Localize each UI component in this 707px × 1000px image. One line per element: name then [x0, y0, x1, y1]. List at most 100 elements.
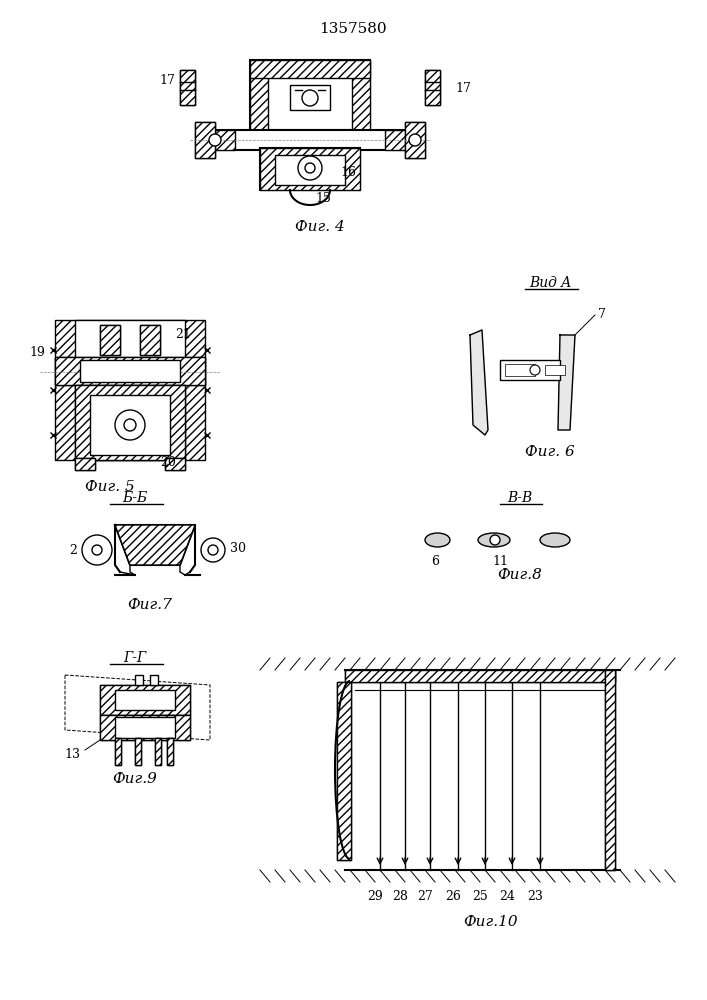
Bar: [75, 385, 185, 460]
Circle shape: [302, 90, 318, 106]
Bar: [500, 360, 560, 380]
Text: Фиг. 4: Фиг. 4: [295, 220, 345, 234]
Polygon shape: [65, 675, 210, 740]
Bar: [100, 325, 120, 355]
Bar: [75, 385, 185, 460]
Bar: [155, 738, 161, 765]
Text: 24: 24: [499, 890, 515, 903]
Bar: [405, 122, 425, 158]
Text: 17: 17: [455, 82, 471, 95]
Text: Фиг.10: Фиг.10: [462, 915, 518, 929]
Bar: [155, 738, 161, 765]
Bar: [505, 364, 535, 376]
Bar: [260, 148, 360, 190]
Text: В-В: В-В: [508, 491, 532, 505]
Polygon shape: [115, 525, 195, 565]
Polygon shape: [558, 335, 575, 430]
Text: Фиг. 6: Фиг. 6: [525, 445, 575, 459]
Bar: [337, 682, 351, 860]
Text: Г-Г: Г-Г: [124, 651, 146, 665]
Circle shape: [115, 410, 145, 440]
Bar: [150, 675, 158, 685]
Bar: [180, 70, 195, 105]
Bar: [345, 670, 615, 682]
Text: Фиг.9: Фиг.9: [112, 772, 158, 786]
Circle shape: [208, 545, 218, 555]
Text: Б-Б: Б-Б: [122, 491, 148, 505]
Bar: [135, 738, 141, 765]
Text: 15: 15: [315, 192, 331, 205]
Text: Фиг.8: Фиг.8: [498, 568, 542, 582]
Bar: [167, 738, 173, 765]
Text: 17: 17: [159, 74, 175, 87]
Bar: [115, 717, 175, 738]
Circle shape: [409, 134, 421, 146]
Text: 30: 30: [230, 542, 246, 554]
Text: 19: 19: [29, 346, 45, 359]
Circle shape: [124, 419, 136, 431]
Text: Фиг. 5: Фиг. 5: [85, 480, 135, 494]
Bar: [165, 458, 185, 470]
Bar: [135, 675, 143, 685]
Text: 20: 20: [160, 456, 176, 468]
Text: 11: 11: [492, 555, 508, 568]
Bar: [115, 738, 121, 765]
Text: 6: 6: [431, 555, 439, 568]
Bar: [140, 325, 160, 355]
Bar: [385, 130, 410, 150]
Bar: [55, 357, 205, 385]
Text: 23: 23: [527, 890, 543, 903]
Bar: [605, 670, 615, 870]
Circle shape: [305, 163, 315, 173]
Bar: [115, 738, 121, 765]
Text: 26: 26: [445, 890, 461, 903]
Text: 21: 21: [175, 328, 191, 342]
Bar: [210, 130, 235, 150]
Bar: [275, 155, 345, 185]
Bar: [195, 122, 215, 158]
Circle shape: [82, 535, 112, 565]
Bar: [140, 325, 160, 355]
Bar: [352, 60, 370, 130]
Text: 16: 16: [340, 165, 356, 178]
Text: 7: 7: [598, 308, 606, 320]
Circle shape: [92, 545, 102, 555]
Bar: [80, 360, 180, 382]
Text: 27: 27: [417, 890, 433, 903]
Text: Вид A: Вид A: [529, 276, 571, 290]
Circle shape: [298, 156, 322, 180]
Bar: [75, 458, 95, 470]
Bar: [100, 685, 190, 715]
Bar: [345, 670, 615, 682]
Bar: [290, 85, 330, 110]
Circle shape: [490, 535, 500, 545]
Bar: [337, 682, 351, 860]
Bar: [100, 685, 190, 715]
Ellipse shape: [478, 533, 510, 547]
Bar: [100, 715, 190, 740]
Bar: [165, 458, 185, 470]
Bar: [195, 122, 215, 158]
Text: 1357580: 1357580: [319, 22, 387, 36]
Text: 28: 28: [392, 890, 408, 903]
Text: 29: 29: [367, 890, 383, 903]
Bar: [167, 738, 173, 765]
Bar: [75, 458, 95, 470]
Circle shape: [201, 538, 225, 562]
Bar: [55, 357, 205, 385]
Text: 2: 2: [69, 544, 77, 556]
Bar: [100, 325, 120, 355]
Circle shape: [209, 134, 221, 146]
Bar: [545, 365, 565, 375]
Bar: [135, 738, 141, 765]
Bar: [115, 690, 175, 710]
Bar: [75, 320, 185, 360]
Bar: [100, 715, 190, 740]
Text: 13: 13: [64, 748, 80, 762]
Bar: [425, 70, 440, 105]
Bar: [180, 70, 195, 105]
Polygon shape: [470, 330, 488, 435]
Bar: [55, 320, 205, 460]
Ellipse shape: [425, 533, 450, 547]
Bar: [250, 60, 370, 78]
